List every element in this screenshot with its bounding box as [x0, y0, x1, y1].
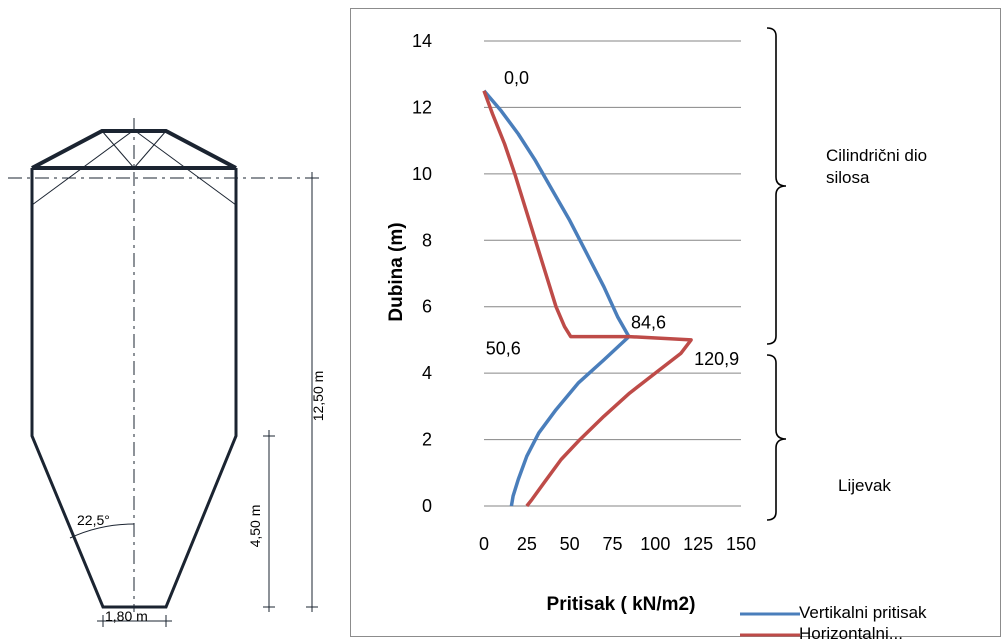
upper-bracket-label: Cilindrični dio silosa: [826, 146, 928, 187]
y-tick-label: 2: [422, 430, 432, 450]
roof-brace-top-left: [101, 130, 135, 169]
x-tick-label: 25: [517, 534, 537, 554]
series-line-1: [482, 89, 631, 507]
x-axis-label: Pritisak ( kN/m2): [547, 594, 696, 615]
silo-drawing: 12,50 m 4,50 m 22,5° 1,80 m: [8, 118, 326, 627]
x-tick-label: 100: [640, 534, 670, 554]
x-tick-label: 0: [479, 534, 489, 554]
chart-panel: 0 2 4 6 8 10 12 14 0 25 50 75 100 125 150 0,0 84,6 50,6…: [350, 8, 1001, 643]
legend-horizontal: Horizontalni...: [799, 624, 903, 643]
lower-bracket: [766, 354, 787, 521]
dim-hopper-label: 4,50 m: [247, 505, 263, 548]
y-tick-label: 4: [422, 363, 432, 383]
upper-bracket: [766, 27, 787, 345]
roof-brace-right: [133, 129, 237, 206]
roof-brace-left: [31, 129, 135, 206]
data-label: 120,9: [694, 349, 739, 369]
y-tick-label: 0: [422, 496, 432, 516]
data-label: 0,0: [504, 68, 529, 88]
pressure-chart: 0 2 4 6 8 10 12 14 0 25 50 75 100 125 150 0,0 84,6 50,6…: [386, 27, 800, 637]
data-label: 84,6: [631, 313, 666, 333]
x-tick-label: 75: [602, 534, 622, 554]
legend-vertical: Vertikalni pritisak: [799, 603, 927, 622]
dim-outlet-label: 1,80 m: [105, 608, 148, 624]
x-tick-label: 50: [560, 534, 580, 554]
x-tick-label: 150: [726, 534, 756, 554]
y-tick-label: 14: [412, 31, 432, 51]
lower-bracket-label: Lijevak: [838, 476, 891, 495]
roof-brace-top-right: [133, 130, 167, 169]
y-tick-label: 10: [412, 164, 432, 184]
data-label: 50,6: [486, 339, 521, 359]
y-tick-label: 6: [422, 297, 432, 317]
y-tick-label: 12: [412, 97, 432, 117]
angle-arc: [69, 523, 135, 539]
y-axis-label: Dubina (m): [386, 222, 407, 321]
x-tick-label: 125: [683, 534, 713, 554]
y-tick-label: 8: [422, 230, 432, 250]
series-line-2: [482, 90, 693, 508]
dim-total-label: 12,50 m: [310, 371, 326, 422]
dim-angle-label: 22,5°: [77, 512, 110, 528]
